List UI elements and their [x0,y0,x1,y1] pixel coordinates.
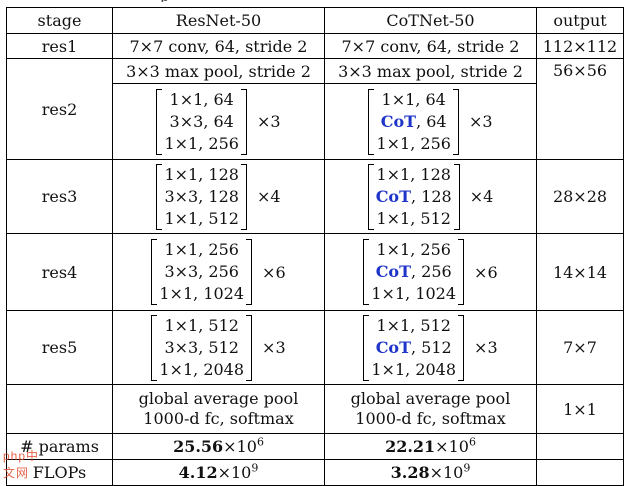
output-pool: 1×1 [536,384,624,434]
row-res1: res1 7×7 conv, 64, stride 2 7×7 conv, 64… [6,33,624,59]
stage-res3: res3 [6,159,113,234]
output-res3: 28×28 [536,159,624,234]
row-res5: res5 1×1, 512 3×3, 512 1×1, 2048 ×3 1×1,… [6,310,624,385]
resnet-pool: global average pool 1000-d fc, softmax [112,384,325,434]
cot-label: CoT [380,111,417,131]
block-bracket: 1×1, 256 CoT, 256 1×1, 1024 [363,238,464,306]
row-flops: FLOPs 4.12×109 3.28×109 [6,459,624,486]
row-res3: res3 1×1, 128 3×3, 128 1×1, 512 ×4 1×1, … [6,159,624,234]
cotnet-res5-block: 1×1, 512 CoT, 512 1×1, 2048 ×3 [324,310,537,385]
cotnet-params: 22.21×106 [324,433,537,460]
repeat-count: ×4 [469,187,494,206]
block-bracket: 1×1, 512 3×3, 512 1×1, 2048 [151,314,252,382]
resnet-res5-block: 1×1, 512 3×3, 512 1×1, 2048 ×3 [112,310,325,385]
repeat-count: ×6 [474,262,498,282]
resnet-res1: 7×7 conv, 64, stride 2 [112,33,325,59]
stage-res4: res4 [6,233,113,311]
resnet-res2-pool: 3×3 max pool, stride 2 [112,58,325,84]
header-resnet: ResNet-50 [112,7,325,34]
row-res2-pool: res2 3×3 max pool, stride 2 3×3 max pool… [6,58,624,160]
stage-pool [6,384,113,434]
header-row: stage ResNet-50 CoTNet-50 output [6,7,624,34]
output-params [536,433,624,460]
repeat-count: ×3 [256,112,281,131]
cot-label: CoT [375,262,411,281]
flops-label: FLOPs [6,459,113,486]
stage-res1: res1 [6,33,113,59]
caption-fragment: p [0,0,629,2]
resnet-res2-block: 1×1, 64 3×3, 64 1×1, 256 ×3 [112,83,325,160]
row-params: # params 25.56×106 22.21×106 [6,433,624,460]
params-label: # params [6,433,113,460]
caption-text: p [160,0,169,2]
resnet-params: 25.56×106 [112,433,325,460]
cot-label: CoT [375,337,411,357]
repeat-count: ×3 [474,338,498,357]
cotnet-flops: 3.28×109 [324,459,537,486]
cotnet-res1: 7×7 conv, 64, stride 2 [324,33,537,59]
cotnet-res2-pool: 3×3 max pool, stride 2 [324,58,537,84]
output-res2: 56×56 [536,58,624,160]
cotnet-res2-block: 1×1, 64 CoT, 64 1×1, 256 ×3 [324,83,537,160]
header-stage: stage [6,7,113,34]
row-res4: res4 1×1, 256 3×3, 256 1×1, 1024 ×6 1×1,… [6,233,624,311]
block-bracket: 1×1, 512 CoT, 512 1×1, 2048 [363,314,464,382]
cotnet-res4-block: 1×1, 256 CoT, 256 1×1, 1024 ×6 [324,233,537,311]
header-output: output [536,7,624,34]
resnet-flops: 4.12×109 [112,459,325,486]
block-bracket: 1×1, 256 3×3, 256 1×1, 1024 [151,238,252,306]
cot-label: CoT [375,186,411,206]
repeat-count: ×6 [262,262,286,282]
stage-res5: res5 [6,310,113,385]
output-res4: 14×14 [536,233,624,311]
cotnet-pool: global average pool 1000-d fc, softmax [324,384,537,434]
block-bracket: 1×1, 128 CoT, 128 1×1, 512 [367,163,460,231]
output-flops [536,459,624,486]
row-pool: global average pool 1000-d fc, softmax g… [6,384,624,434]
header-cotnet: CoTNet-50 [324,7,537,34]
resnet-res4-block: 1×1, 256 3×3, 256 1×1, 1024 ×6 [112,233,325,311]
architecture-table: stage ResNet-50 CoTNet-50 output res1 7×… [6,7,624,486]
output-res5: 7×7 [536,310,624,385]
block-bracket: 1×1, 64 3×3, 64 1×1, 256 [156,88,248,156]
output-res1: 112×112 [536,33,624,59]
block-bracket: 1×1, 128 3×3, 128 1×1, 512 [156,163,248,231]
block-bracket: 1×1, 64 CoT, 64 1×1, 256 [368,88,460,156]
resnet-res3-block: 1×1, 128 3×3, 128 1×1, 512 ×4 [112,159,325,234]
cotnet-res3-block: 1×1, 128 CoT, 128 1×1, 512 ×4 [324,159,537,234]
stage-res2: res2 [6,58,113,160]
repeat-count: ×3 [262,338,286,357]
repeat-count: ×4 [256,187,281,206]
repeat-count: ×3 [468,112,493,131]
